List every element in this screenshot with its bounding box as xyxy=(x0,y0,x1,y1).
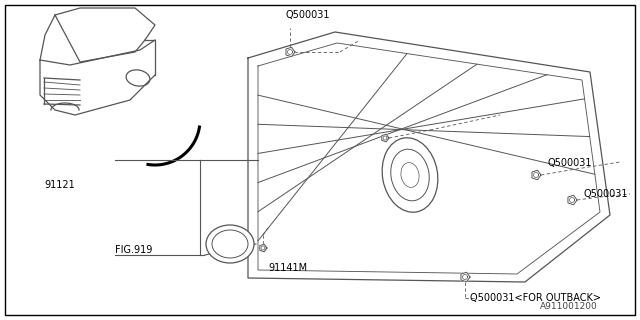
Text: 91141M: 91141M xyxy=(268,263,307,273)
Polygon shape xyxy=(568,195,577,205)
Polygon shape xyxy=(461,272,470,282)
Ellipse shape xyxy=(401,163,419,188)
Text: 91121: 91121 xyxy=(44,180,75,190)
Text: Q500031: Q500031 xyxy=(583,189,627,199)
Ellipse shape xyxy=(212,230,248,258)
Polygon shape xyxy=(382,134,389,142)
Text: Q500031<FOR OUTBACK>: Q500031<FOR OUTBACK> xyxy=(470,293,601,303)
Ellipse shape xyxy=(391,149,429,201)
Text: Q500031: Q500031 xyxy=(548,158,593,168)
Text: Q500031: Q500031 xyxy=(285,10,330,20)
Polygon shape xyxy=(260,244,267,252)
Polygon shape xyxy=(286,47,295,57)
Polygon shape xyxy=(532,170,541,180)
Text: A911001200: A911001200 xyxy=(540,302,598,311)
Ellipse shape xyxy=(206,225,254,263)
Ellipse shape xyxy=(382,138,438,212)
Text: FIG.919: FIG.919 xyxy=(115,245,152,255)
